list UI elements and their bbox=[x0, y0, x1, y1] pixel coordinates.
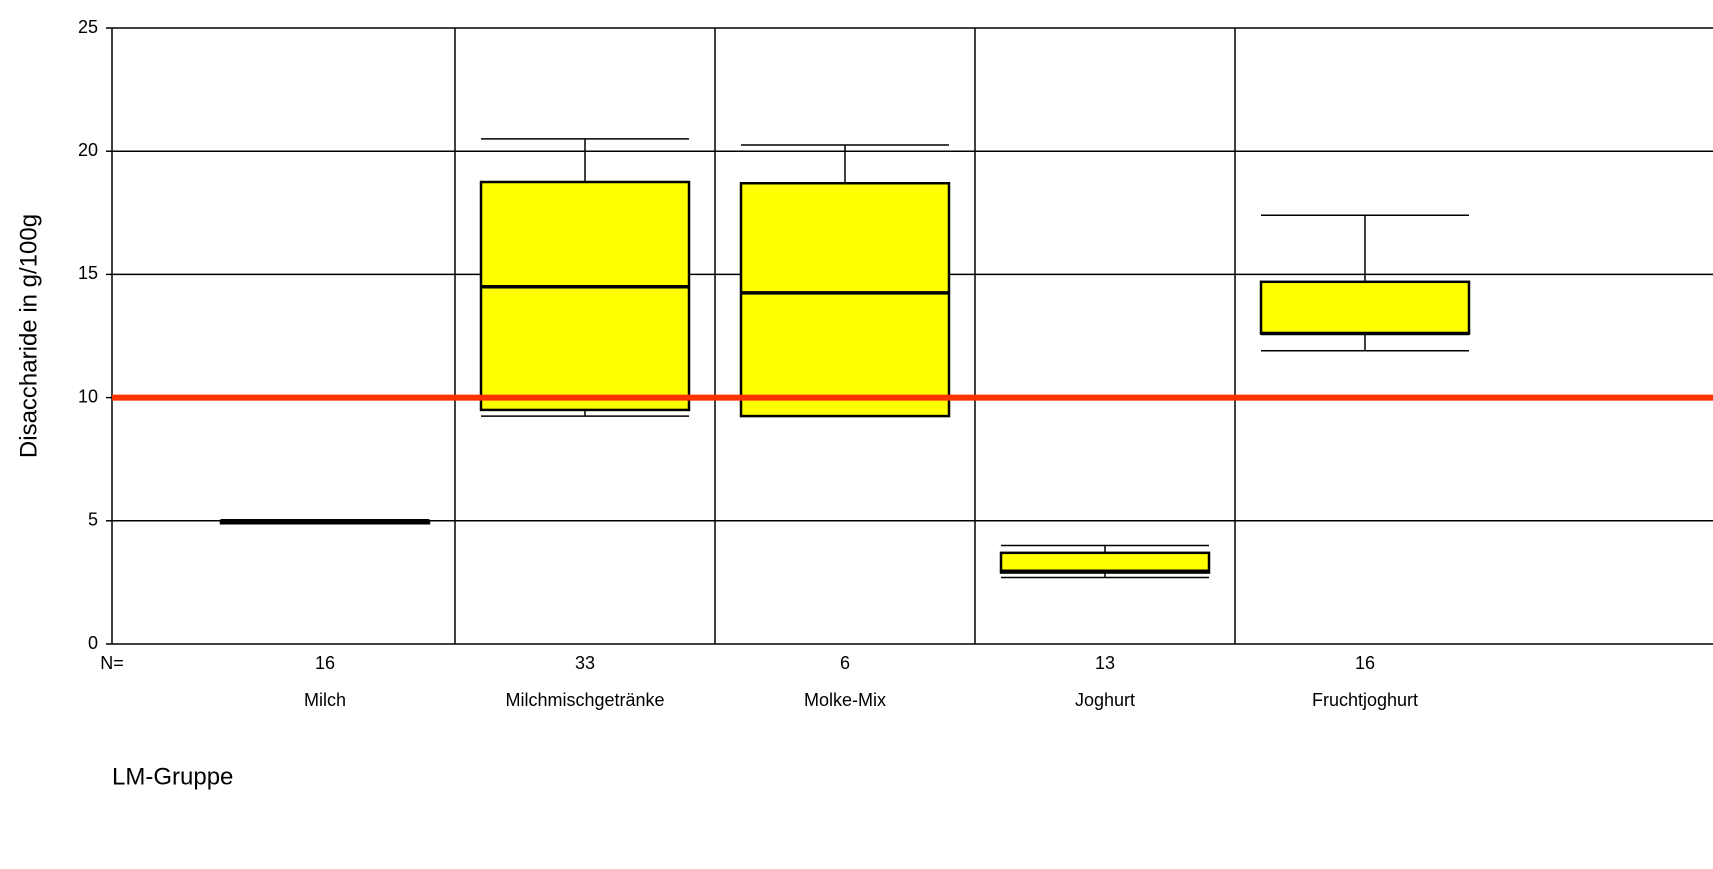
y-tick-label: 0 bbox=[88, 633, 98, 653]
y-tick-label: 5 bbox=[88, 510, 98, 530]
n-count: 16 bbox=[1355, 653, 1375, 673]
y-tick-label: 15 bbox=[78, 263, 98, 283]
x-axis-title: LM-Gruppe bbox=[112, 763, 233, 790]
box bbox=[479, 180, 691, 412]
n-count: 16 bbox=[315, 653, 335, 673]
n-count: 13 bbox=[1095, 653, 1115, 673]
y-axis-title: Disaccharide in g/100g bbox=[15, 214, 42, 458]
box bbox=[1259, 280, 1471, 335]
n-count: 6 bbox=[840, 653, 850, 673]
x-tick-label: Milch bbox=[304, 690, 346, 710]
x-tick-label: Molke-Mix bbox=[804, 690, 886, 710]
n-count: 33 bbox=[575, 653, 595, 673]
x-tick-label: Joghurt bbox=[1075, 690, 1135, 710]
y-tick-label: 25 bbox=[78, 17, 98, 37]
box bbox=[739, 181, 951, 418]
n-label: N= bbox=[100, 653, 124, 673]
y-tick-label: 10 bbox=[78, 386, 98, 406]
y-tick-label: 20 bbox=[78, 140, 98, 160]
x-tick-label: Fruchtjoghurt bbox=[1312, 690, 1418, 710]
x-tick-label: Milchmischgetränke bbox=[505, 690, 664, 710]
